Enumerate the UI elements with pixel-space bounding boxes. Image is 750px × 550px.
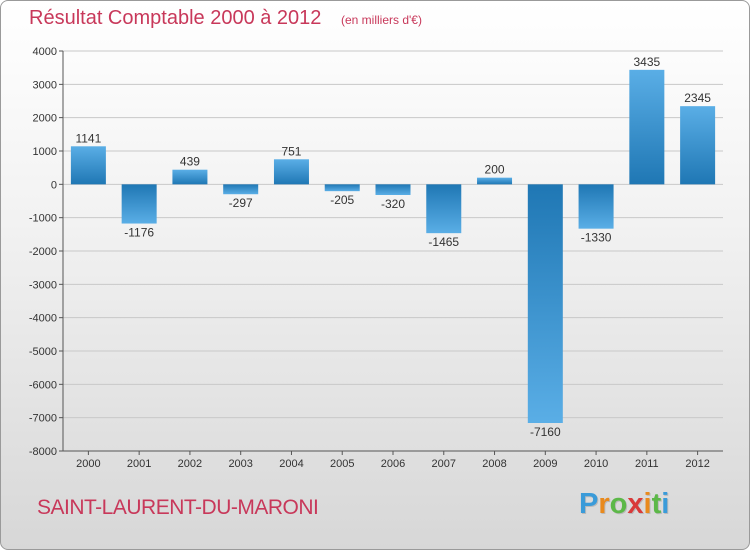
data-label-2000: 1141 [75, 131, 101, 145]
bar-2000 [70, 146, 106, 185]
y-tick-label: 4000 [33, 46, 57, 58]
data-label-2002: 439 [180, 155, 200, 169]
chart-title: Résultat Comptable 2000 à 2012 [29, 7, 322, 29]
x-tick-label: 2003 [228, 458, 252, 470]
x-tick-label: 2007 [432, 458, 456, 470]
x-tick-label: 2005 [330, 458, 354, 470]
bar-2006 [375, 184, 411, 195]
x-tick-label: 2000 [76, 458, 100, 470]
y-tick-label: 3000 [33, 79, 57, 91]
data-label-2009: -7160 [530, 425, 561, 439]
bar-2011 [629, 69, 665, 185]
logo-letter: r [598, 488, 610, 520]
bar-2010 [578, 184, 614, 229]
y-tick-label: -3000 [29, 279, 57, 291]
x-tick-label: 2006 [381, 458, 405, 470]
x-tick-label: 2001 [127, 458, 151, 470]
data-label-2004: 751 [281, 144, 301, 158]
chart-subtitle: (en milliers d'€) [341, 13, 422, 27]
bar-2003 [223, 184, 259, 195]
bar-2012 [680, 106, 716, 185]
bars [70, 69, 716, 423]
y-tick-label: -7000 [29, 413, 57, 425]
data-label-2008: 200 [485, 163, 505, 177]
data-label-2007: -1465 [428, 235, 459, 249]
y-tick-label: -4000 [29, 313, 57, 325]
y-tick-label: -8000 [29, 446, 57, 458]
bar-2008 [477, 177, 513, 185]
data-label-2010: -1330 [581, 231, 612, 245]
x-tick-label: 2008 [482, 458, 506, 470]
x-tick-label: 2010 [584, 458, 608, 470]
data-label-2006: -320 [381, 197, 405, 211]
bar-2005 [324, 184, 360, 192]
logo-letter: i [643, 488, 652, 520]
data-label-2003: -297 [229, 196, 253, 210]
bar-2001 [121, 184, 157, 224]
logo-letter: o [609, 488, 628, 520]
grid-lines [63, 50, 723, 452]
logo-letter: i [661, 488, 670, 520]
bar-2007 [426, 184, 462, 234]
bar-2009 [527, 184, 563, 423]
y-tick-label: -6000 [29, 379, 57, 391]
y-tick-label: 1000 [33, 146, 57, 158]
commune-name: SAINT-LAURENT-DU-MARONI [37, 496, 319, 519]
data-label-2011: 3435 [633, 55, 660, 69]
data-labels: 1141 -1176 439 -297 751 -205 -320 -1465 200 -7160… [75, 55, 711, 439]
y-tick-label: 2000 [33, 113, 57, 125]
logo-letter: t [651, 488, 662, 520]
x-tick-label: 2009 [533, 458, 557, 470]
y-tick-label: 0 [51, 179, 57, 191]
x-tick-label: 2002 [178, 458, 202, 470]
data-label-2001: -1176 [124, 226, 154, 240]
logo-letter: P [579, 488, 599, 520]
x-tick-label: 2004 [279, 458, 303, 470]
y-tick-label: -5000 [29, 346, 57, 358]
bar-2004 [273, 159, 309, 185]
data-label-2005: -205 [330, 193, 354, 207]
y-tick-label: -2000 [29, 246, 57, 258]
bar-2002 [172, 169, 208, 185]
logo-letter: x [627, 488, 644, 520]
y-tick-label: -1000 [29, 213, 57, 225]
proxiti-logo: Proxiti [579, 488, 669, 521]
x-tick-label: 2012 [685, 458, 709, 470]
x-tick-label: 2011 [635, 458, 659, 470]
axes: 4000 3000 2000 1000 0 -1000 -2000 -3000 -4000 -50… [29, 46, 723, 470]
data-label-2012: 2345 [684, 91, 711, 105]
